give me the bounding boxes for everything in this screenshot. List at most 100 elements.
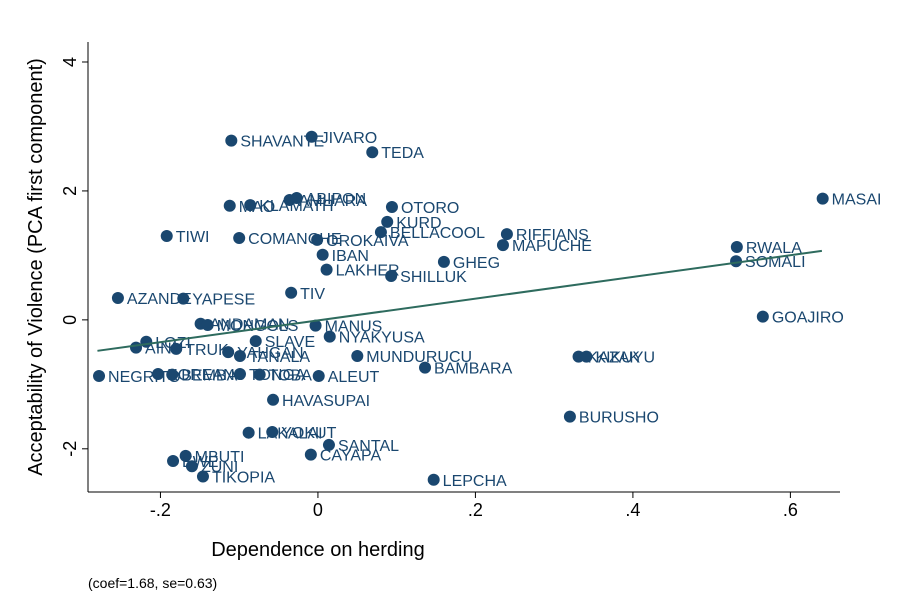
point-label: TANALA (249, 349, 310, 366)
y-tick-label: -2 (60, 441, 80, 457)
point-label: KURD (396, 215, 441, 232)
point-label: MAPUCHE (512, 238, 592, 255)
point-label: GOAJIRO (772, 310, 844, 327)
point-label: LEPCHA (443, 473, 507, 490)
point (322, 438, 335, 451)
point-label: ABIPON (306, 191, 366, 208)
point-label: OROKAIVA (326, 233, 409, 250)
point (179, 449, 192, 462)
point-label: SANTAL (338, 438, 399, 455)
point (285, 286, 298, 299)
point (385, 270, 398, 283)
point-label: AZANDE (127, 291, 192, 308)
note: (coef=1.68, se=0.63) (88, 575, 217, 591)
y-tick-label: 0 (60, 315, 80, 325)
point-label: CAYAPA (320, 448, 382, 465)
point-label: MAO (239, 199, 275, 216)
point (419, 361, 432, 374)
x-tick-label: 0 (313, 500, 323, 520)
point (385, 201, 398, 214)
point-label: BURUSHO (579, 410, 659, 427)
point (233, 231, 246, 244)
point-label: BELLACOOL (390, 225, 485, 242)
point (266, 426, 279, 439)
point-label: KAZAK (588, 350, 641, 367)
point (290, 192, 303, 205)
point-label: LAKHER (336, 263, 400, 280)
point-label: TIKOPIA (212, 470, 275, 487)
y-axis-label: Acceptability of Violence (PCA first com… (25, 58, 47, 476)
point-label: BEMBA (181, 368, 237, 385)
point-label: OTORO (401, 200, 459, 217)
point (730, 255, 743, 268)
point (222, 346, 235, 359)
point-label: TIWI (176, 229, 210, 246)
point-label: TEDA (381, 145, 424, 162)
point-label: TIV (300, 286, 325, 303)
fit-line (97, 249, 823, 352)
point (177, 292, 190, 305)
point (249, 335, 262, 348)
point (366, 146, 379, 159)
point (381, 215, 394, 228)
point (233, 349, 246, 362)
point (311, 233, 324, 246)
point (756, 310, 769, 323)
point (351, 349, 364, 362)
x-axis-label: Dependence on herding (211, 539, 425, 561)
point (225, 134, 238, 147)
point (374, 226, 387, 239)
point (93, 369, 106, 382)
point (496, 239, 509, 252)
point-label: NYAKYUSA (339, 330, 425, 347)
point (437, 255, 450, 268)
point (166, 368, 179, 381)
point (427, 473, 440, 486)
point-label: TRUK (185, 342, 229, 359)
point-label: HAVASUPAI (282, 393, 370, 410)
point-label: YOKUT (281, 425, 336, 442)
x-tick-label: .6 (783, 500, 798, 520)
point (233, 368, 246, 381)
point-label: RIFFIANS (516, 227, 589, 244)
point-label: SHILLUK (400, 269, 467, 286)
x-tick-label: -.2 (150, 500, 171, 520)
point (730, 241, 743, 254)
x-tick-label: .4 (625, 500, 640, 520)
point (323, 330, 336, 343)
point (152, 368, 165, 381)
point (316, 248, 329, 261)
point-label: KOREANS (167, 367, 245, 384)
point-label: SHAVANTE (240, 134, 324, 151)
point (242, 426, 255, 439)
point (160, 230, 173, 243)
point (320, 263, 333, 276)
point-label: IBAN (332, 248, 369, 265)
y-tick-label: 4 (60, 57, 80, 67)
point (816, 192, 829, 205)
point-label: AMHARA (299, 193, 368, 210)
point-label: MBUTI (195, 449, 245, 466)
point-label: KLAMATH (259, 198, 333, 215)
point-label: ZUNI (201, 459, 238, 476)
point (170, 342, 183, 355)
x-tick-label: .2 (468, 500, 483, 520)
point-label: YAPESE (192, 292, 255, 309)
point-label: ALEUT (328, 369, 380, 386)
point (253, 368, 266, 381)
point (500, 228, 513, 241)
point-label: SLAVE (265, 334, 315, 351)
point (305, 130, 318, 143)
point (309, 319, 322, 332)
point-label: KIKUYU (595, 350, 655, 367)
point-label: JIVARO (321, 130, 378, 147)
point (267, 393, 280, 406)
point-label: MASAI (832, 192, 882, 209)
point (130, 341, 143, 354)
point-label: GHEG (453, 255, 500, 272)
point-label: MANUS (325, 319, 383, 336)
point-label: ANDAMAN (210, 317, 290, 334)
point (185, 460, 198, 473)
point-label: TOBA (269, 368, 313, 385)
